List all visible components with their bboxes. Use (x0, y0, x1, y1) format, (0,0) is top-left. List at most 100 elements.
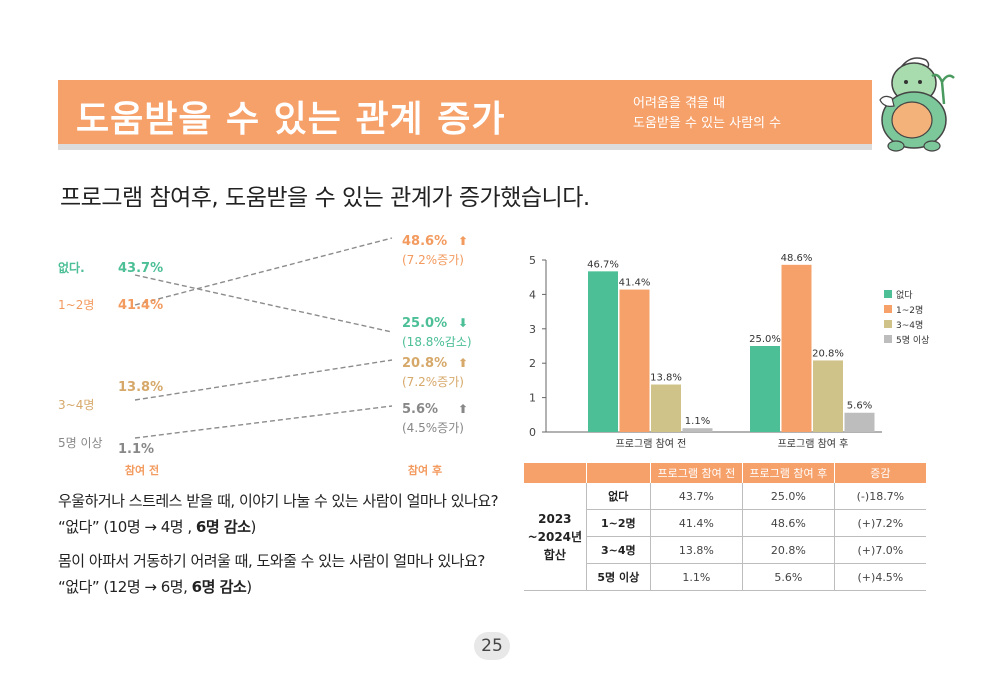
question-2-note-suffix: ) (246, 578, 252, 596)
legend-swatch (884, 320, 892, 328)
bar-data-label: 1.1% (685, 416, 710, 427)
slope-chart: 없다. 43.7% 25.0% ⬇ (18.8%감소) 1~2명 41.4% 48.6% ⬆ (7… (58, 234, 472, 477)
slope-before-label: 1.1% (118, 442, 154, 457)
legend-label: 5명 이상 (896, 335, 929, 346)
group-label-line: 2023 (538, 511, 572, 526)
table-header-before: 프로그램 참여 전 (650, 463, 743, 483)
page-number: 25 (474, 632, 510, 660)
table-row-label: 3~4명 (586, 536, 651, 564)
bar-data-label: 5.6% (847, 401, 872, 412)
legend-swatch (884, 290, 892, 298)
question-2-note: “없다” (12명 → 6명, 6명 감소) (58, 576, 252, 597)
bar (781, 264, 812, 432)
banner-subtitle-line-1: 어려움을 겪을 때 (633, 96, 725, 111)
y-tick-label: 4 (529, 288, 536, 301)
question-1-note-prefix: “없다” (10명 → 4명 , (58, 518, 196, 536)
slope-change-label: (7.2%증가) (402, 253, 464, 267)
y-tick-label: 2 (529, 357, 536, 370)
bar (750, 346, 780, 432)
slope-series-name: 5명 이상 (58, 436, 103, 450)
arrow-up-icon: ⬆ (458, 234, 468, 248)
question-1-note-suffix: ) (250, 518, 256, 536)
bar-data-label: 20.8% (812, 348, 844, 359)
summary-table: 프로그램 참여 전 프로그램 참여 후 증감 2023 ~2024년 합산 없다… (524, 463, 926, 591)
table-row: 3~4명 13.8% 20.8% (+)7.0% (524, 536, 926, 564)
arrow-down-icon: ⬇ (458, 316, 468, 330)
x-category-label: 프로그램 참여 후 (778, 438, 849, 450)
question-1-note-highlight: 6명 감소 (195, 518, 251, 536)
slope-change-label: (18.8%감소) (402, 335, 472, 349)
slope-after-label: 5.6% (402, 402, 438, 417)
bar-data-label: 48.6% (781, 253, 813, 264)
table-cell: (-)18.7% (834, 483, 926, 510)
table-cell: (+)7.0% (834, 536, 926, 564)
table-header-change: 증감 (834, 463, 926, 483)
bar (844, 412, 875, 432)
table-row: 1~2명 41.4% 48.6% (+)7.2% (524, 509, 926, 537)
x-category-label: 프로그램 참여 전 (616, 438, 687, 450)
slope-change-label: (4.5%증가) (402, 421, 464, 435)
bar (651, 384, 681, 432)
question-2-note-prefix: “없다” (12명 → 6명, (58, 578, 192, 596)
slope-line (134, 405, 393, 439)
group-label-line: 합산 (543, 547, 566, 562)
slope-line (134, 237, 393, 306)
bar-chart: 0 1 2 3 4 5 46.7%41.4% 13.8% 1.1% 프로그램 참여 전 25.0% 4… (529, 253, 929, 450)
question-2-note-highlight: 6명 감소 (191, 578, 247, 596)
bar-data-label: 41.4% (619, 278, 651, 289)
table-header-after: 프로그램 참여 후 (742, 463, 835, 483)
table-cell: 1.1% (650, 563, 743, 591)
slope-line (134, 274, 393, 333)
slope-after-label: 25.0% (402, 316, 447, 331)
table-cell: 20.8% (742, 536, 835, 564)
bar (588, 271, 618, 432)
legend-label: 3~4명 (896, 320, 923, 331)
slope-line (134, 359, 393, 401)
legend-label: 1~2명 (896, 305, 923, 316)
table-cell: (+)4.5% (834, 563, 926, 591)
table-cell: 13.8% (650, 536, 743, 564)
slope-after-label: 20.8% (402, 356, 447, 371)
y-tick-label: 3 (529, 323, 536, 336)
group-label-line: ~2024년 (527, 529, 583, 544)
table-header-cell (586, 463, 651, 483)
turtle-mascot-icon (879, 57, 955, 152)
slope-before-label: 13.8% (118, 380, 163, 395)
banner-subtitle-line-2: 도움받을 수 있는 사람의 수 (633, 116, 782, 131)
table-row: 5명 이상 1.1% 5.6% (+)4.5% (524, 563, 926, 591)
slope-x-label-before: 참여 전 (125, 463, 159, 477)
table-cell: 5.6% (742, 563, 835, 591)
table-row-label: 없다 (586, 483, 651, 510)
y-tick-label: 0 (529, 426, 536, 439)
bar (682, 428, 713, 432)
headline: 프로그램 참여후, 도움받을 수 있는 관계가 증가했습니다. (60, 185, 590, 211)
table-cell: (+)7.2% (834, 509, 926, 537)
table-cell: 41.4% (650, 509, 743, 537)
bar-data-label: 13.8% (650, 373, 682, 384)
question-1-note: “없다” (10명 → 4명 , 6명 감소) (58, 516, 256, 537)
arrow-up-icon: ⬆ (458, 356, 468, 370)
table-row-label: 5명 이상 (586, 563, 651, 591)
slope-after-label: 48.6% (402, 234, 447, 249)
banner-subtitle: 어려움을 겪을 때 도움받을 수 있는 사람의 수 (633, 94, 781, 134)
bar (813, 360, 843, 432)
bar (619, 289, 650, 432)
y-tick-label: 5 (529, 254, 536, 267)
table-group-label: 2023 ~2024년 합산 (524, 483, 587, 591)
slope-series-name: 3~4명 (58, 398, 94, 412)
legend-swatch (884, 335, 892, 343)
slope-before-label: 43.7% (118, 261, 163, 276)
table-cell: 25.0% (742, 483, 835, 510)
slope-x-label-after: 참여 후 (408, 463, 442, 477)
slope-before-label: 41.4% (118, 298, 163, 313)
y-tick-label: 1 (529, 392, 536, 405)
legend-swatch (884, 305, 892, 313)
slope-series-name: 없다. (58, 260, 85, 275)
page-title: 도움받을 수 있는 관계 증가 (76, 99, 506, 140)
table-cell: 48.6% (742, 509, 835, 537)
title-banner: 도움받을 수 있는 관계 증가 어려움을 겪을 때 도움받을 수 있는 사람의 … (58, 80, 872, 150)
bar-data-label: 46.7% (587, 259, 619, 270)
slope-change-label: (7.2%증가) (402, 375, 464, 389)
table-header-cell (524, 463, 587, 483)
slope-series-name: 1~2명 (58, 298, 94, 312)
